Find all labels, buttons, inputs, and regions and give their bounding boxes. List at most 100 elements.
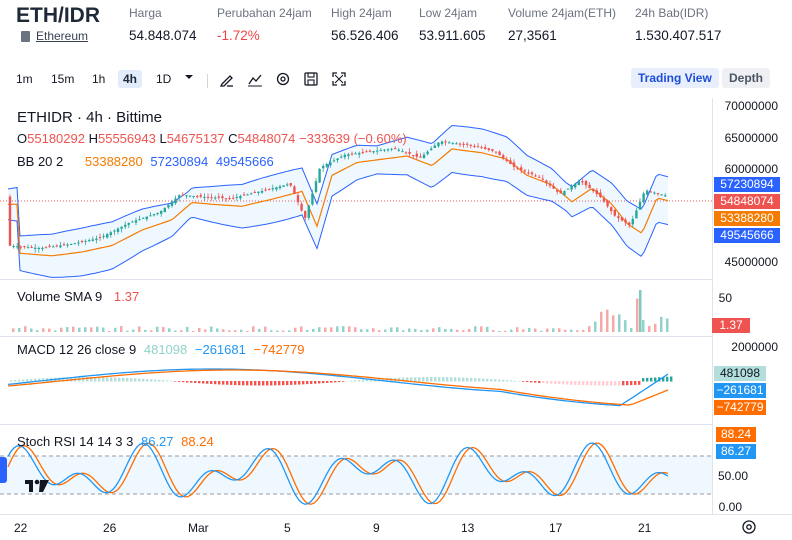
macd-histogram-bar	[282, 381, 285, 386]
macd-histogram-bar	[446, 377, 449, 382]
volume-bar	[516, 327, 519, 332]
macd-histogram-bar	[370, 379, 373, 382]
candle-body	[599, 192, 602, 198]
volume-bar	[180, 330, 183, 332]
candle-body	[494, 151, 498, 153]
interval-1d[interactable]: 1D	[156, 72, 172, 86]
volume-bar	[450, 328, 453, 332]
macd-histogram-bar	[526, 381, 529, 383]
macd-histogram-bar	[194, 381, 197, 384]
interval-dropdown[interactable]	[184, 71, 194, 85]
volume-axis-label: 50	[718, 291, 732, 305]
macd-histogram-bar	[590, 381, 593, 386]
interval-4h[interactable]: 4h	[118, 70, 143, 88]
price-chart[interactable]	[0, 98, 792, 539]
bb-band-fill	[8, 125, 668, 278]
candle-body	[260, 190, 264, 193]
macd-histogram-bar	[426, 377, 429, 382]
candle-body	[664, 195, 667, 197]
candle-body	[84, 240, 87, 242]
tradingview-logo[interactable]	[24, 478, 50, 499]
save-icon[interactable]	[303, 71, 319, 90]
volume-bar	[252, 326, 255, 332]
candle-body	[419, 156, 422, 158]
candle-body	[646, 190, 649, 195]
market-header: ETH/IDR Ethereum Harga 54.848.074 Peruba…	[0, 0, 792, 52]
volume-bar	[204, 329, 207, 332]
candle-body	[282, 185, 285, 187]
stat-volume-idr: 24h Bab(IDR) 1.530.407.517	[635, 6, 722, 43]
macd-histogram-bar	[462, 377, 465, 382]
candle-body	[23, 246, 26, 248]
volume-bar	[270, 330, 273, 332]
macd-histogram-bar	[662, 377, 665, 382]
macd-histogram-bar	[606, 381, 609, 386]
interval-1h[interactable]: 1h	[92, 72, 106, 86]
macd-histogram-bar	[34, 378, 37, 382]
volume-bar	[528, 327, 531, 332]
settings-icon[interactable]	[275, 71, 291, 90]
macd-histogram-bar	[650, 377, 653, 382]
macd-histogram-bar	[22, 379, 25, 382]
volume-bar	[522, 329, 525, 332]
chart-settings-icon[interactable]	[741, 519, 757, 540]
price-axis-label: 70000000	[724, 99, 778, 113]
chart-toolbar: 1m 15m 1h 4h 1D	[0, 66, 792, 94]
macd-histogram-bar	[586, 381, 589, 386]
macd-histogram-bar	[154, 379, 157, 382]
volume-bar	[420, 330, 423, 332]
volume-bar	[540, 330, 543, 332]
candle-body	[408, 152, 411, 154]
volume-bar	[630, 328, 633, 332]
interval-1m[interactable]: 1m	[16, 72, 33, 86]
tab-depth[interactable]: Depth	[722, 68, 770, 88]
time-axis-label: 9	[373, 521, 380, 535]
volume-bar	[60, 327, 63, 332]
draw-icon[interactable]	[219, 71, 235, 90]
candle-body	[66, 244, 69, 246]
interval-15m[interactable]: 15m	[51, 72, 75, 86]
candle-body	[160, 211, 163, 214]
candle-body	[109, 232, 112, 236]
macd-histogram-bar	[602, 381, 605, 386]
asset-name[interactable]: Ethereum	[36, 29, 89, 43]
volume-bar	[156, 326, 159, 332]
candle-body	[98, 237, 102, 239]
macd-histogram-bar	[666, 376, 669, 382]
candle-body	[336, 158, 339, 161]
candle-body	[448, 142, 451, 144]
bb-basis-tag: 53388280	[714, 211, 780, 226]
macd-histogram-bar	[382, 378, 385, 382]
volume-bar	[240, 329, 243, 332]
volume-bar	[576, 330, 579, 332]
candle-body	[358, 152, 361, 155]
side-panel-toggle[interactable]	[0, 457, 7, 483]
candle-body	[73, 243, 76, 245]
volume-bar	[378, 330, 381, 332]
volume-bar	[426, 329, 429, 332]
macd-histogram-bar	[138, 378, 141, 382]
candle-body	[113, 230, 116, 232]
macd-histogram-bar	[642, 378, 645, 382]
fullscreen-icon[interactable]	[331, 71, 347, 90]
candle-body	[379, 150, 382, 152]
volume-bar	[330, 327, 333, 332]
volume-bar	[210, 326, 213, 332]
volume-bar	[288, 330, 291, 332]
macd-line-tag: −261681	[714, 383, 766, 398]
candle-body	[588, 184, 591, 189]
macd-histogram-bar	[118, 377, 121, 382]
candle-body	[343, 154, 346, 158]
macd-histogram-bar	[146, 379, 149, 382]
asset-link[interactable]: Ethereum	[21, 29, 88, 43]
volume-bar	[666, 318, 669, 332]
macd-histogram-bar	[634, 381, 637, 385]
macd-histogram-bar	[610, 381, 613, 386]
line-chart-icon[interactable]	[247, 71, 263, 90]
macd-histogram-bar	[514, 380, 517, 382]
candle-body	[102, 235, 105, 238]
candle-body	[329, 162, 332, 166]
candle-body	[228, 198, 231, 200]
volume-bar	[462, 330, 465, 332]
tab-trading-view[interactable]: Trading View	[631, 68, 719, 88]
